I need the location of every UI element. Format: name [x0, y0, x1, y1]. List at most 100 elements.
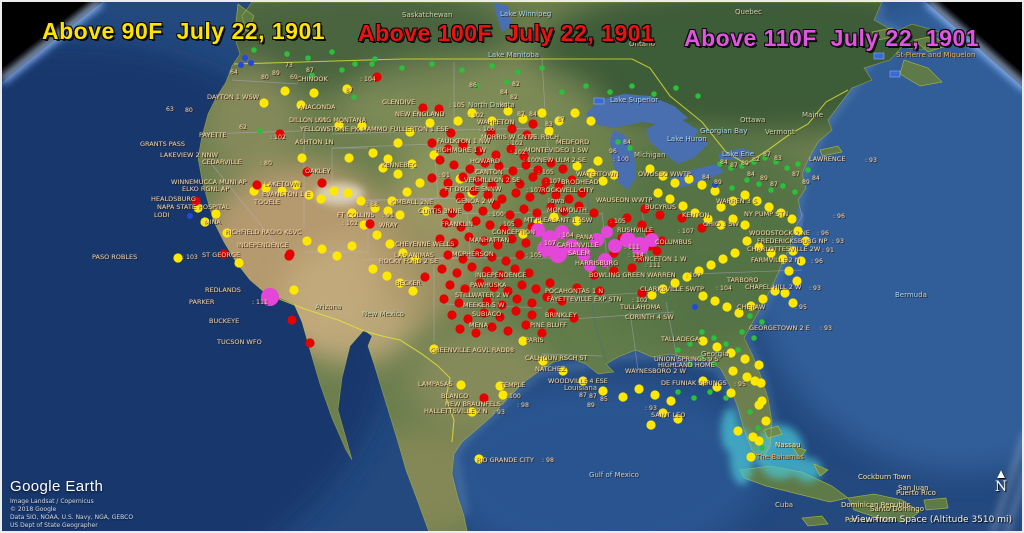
red-station-dot[interactable] — [287, 315, 297, 325]
yellow-station-dot[interactable] — [609, 170, 619, 180]
red-station-dot[interactable] — [609, 266, 619, 276]
red-station-dot[interactable] — [527, 310, 537, 320]
yellow-station-dot[interactable] — [316, 194, 326, 204]
red-station-dot[interactable] — [508, 166, 518, 176]
green-station-dot[interactable] — [795, 161, 801, 167]
red-station-dot[interactable] — [595, 286, 605, 296]
yellow-station-dot[interactable] — [796, 256, 806, 266]
red-station-dot[interactable] — [567, 175, 577, 185]
red-station-dot[interactable] — [473, 248, 483, 258]
yellow-station-dot[interactable] — [570, 108, 580, 118]
red-station-dot[interactable] — [465, 164, 475, 174]
red-station-dot[interactable] — [657, 236, 667, 246]
yellow-station-dot[interactable] — [722, 302, 732, 312]
red-station-dot[interactable] — [434, 104, 444, 114]
red-station-dot[interactable] — [515, 179, 525, 189]
red-station-dot[interactable] — [491, 150, 501, 160]
red-station-dot[interactable] — [519, 151, 529, 161]
red-station-dot[interactable] — [577, 188, 587, 198]
blue-station-dot[interactable] — [187, 213, 193, 219]
blue-station-dot[interactable] — [242, 55, 248, 61]
green-station-dot[interactable] — [372, 56, 378, 62]
blue-station-dot[interactable] — [248, 60, 254, 66]
yellow-station-dot[interactable] — [498, 390, 508, 400]
magenta-station-dot[interactable] — [577, 247, 591, 261]
yellow-station-dot[interactable] — [383, 206, 393, 216]
red-station-dot[interactable] — [499, 224, 509, 234]
red-station-dot[interactable] — [512, 294, 522, 304]
yellow-station-dot[interactable] — [788, 298, 798, 308]
yellow-station-dot[interactable] — [356, 196, 366, 206]
red-station-dot[interactable] — [495, 312, 505, 322]
red-station-dot[interactable] — [524, 268, 534, 278]
yellow-station-dot[interactable] — [398, 248, 408, 258]
red-station-dot[interactable] — [494, 161, 504, 171]
yellow-station-dot[interactable] — [393, 138, 403, 148]
red-station-dot[interactable] — [521, 160, 531, 170]
yellow-station-dot[interactable] — [598, 176, 608, 186]
yellow-station-dot[interactable] — [716, 202, 726, 212]
yellow-station-dot[interactable] — [405, 127, 415, 137]
red-station-dot[interactable] — [489, 282, 499, 292]
green-station-dot[interactable] — [759, 445, 765, 451]
yellow-station-dot[interactable] — [222, 228, 232, 238]
green-station-dot[interactable] — [369, 61, 375, 67]
green-station-dot[interactable] — [399, 65, 405, 71]
red-station-dot[interactable] — [446, 128, 456, 138]
red-station-dot[interactable] — [589, 270, 599, 280]
red-station-dot[interactable] — [655, 210, 665, 220]
green-station-dot[interactable] — [699, 355, 705, 361]
red-station-dot[interactable] — [532, 208, 542, 218]
yellow-station-dot[interactable] — [347, 241, 357, 251]
red-station-dot[interactable] — [471, 328, 481, 338]
yellow-station-dot[interactable] — [518, 336, 528, 346]
magenta-station-dot[interactable] — [631, 237, 649, 255]
yellow-station-dot[interactable] — [780, 288, 790, 298]
yellow-station-dot[interactable] — [728, 196, 738, 206]
yellow-station-dot[interactable] — [395, 278, 405, 288]
red-station-dot[interactable] — [635, 253, 645, 263]
red-station-dot[interactable] — [507, 124, 517, 134]
yellow-station-dot[interactable] — [770, 286, 780, 296]
yellow-station-dot[interactable] — [495, 381, 505, 391]
yellow-station-dot[interactable] — [698, 376, 708, 386]
yellow-station-dot[interactable] — [682, 272, 692, 282]
red-station-dot[interactable] — [275, 129, 285, 139]
green-station-dot[interactable] — [739, 163, 745, 169]
red-station-dot[interactable] — [497, 194, 507, 204]
red-station-dot[interactable] — [305, 338, 315, 348]
red-station-dot[interactable] — [252, 180, 262, 190]
red-station-dot[interactable] — [542, 292, 552, 302]
yellow-station-dot[interactable] — [740, 220, 750, 230]
yellow-station-dot[interactable] — [734, 308, 744, 318]
yellow-station-dot[interactable] — [593, 156, 603, 166]
yellow-station-dot[interactable] — [726, 348, 736, 358]
yellow-station-dot[interactable] — [549, 212, 559, 222]
red-station-dot[interactable] — [460, 284, 470, 294]
green-station-dot[interactable] — [747, 313, 753, 319]
green-station-dot[interactable] — [305, 55, 311, 61]
red-station-dot[interactable] — [482, 266, 492, 276]
red-station-dot[interactable] — [496, 270, 506, 280]
red-station-dot[interactable] — [439, 188, 449, 198]
yellow-station-dot[interactable] — [666, 396, 676, 406]
red-station-dot[interactable] — [547, 308, 557, 318]
green-station-dot[interactable] — [707, 389, 713, 395]
yellow-station-dot[interactable] — [385, 239, 395, 249]
magenta-station-dot[interactable] — [549, 245, 567, 263]
yellow-station-dot[interactable] — [716, 220, 726, 230]
red-station-dot[interactable] — [503, 286, 513, 296]
yellow-station-dot[interactable] — [712, 342, 722, 352]
yellow-station-dot[interactable] — [402, 187, 412, 197]
yellow-station-dot[interactable] — [658, 284, 668, 294]
green-station-dot[interactable] — [339, 67, 345, 73]
magenta-station-dot[interactable] — [555, 225, 569, 239]
red-station-dot[interactable] — [469, 186, 479, 196]
red-station-dot[interactable] — [365, 219, 375, 229]
green-station-dot[interactable] — [489, 63, 495, 69]
yellow-station-dot[interactable] — [415, 178, 425, 188]
green-station-dot[interactable] — [329, 49, 335, 55]
red-station-dot[interactable] — [531, 284, 541, 294]
red-station-dot[interactable] — [528, 172, 538, 182]
yellow-station-dot[interactable] — [304, 190, 314, 200]
